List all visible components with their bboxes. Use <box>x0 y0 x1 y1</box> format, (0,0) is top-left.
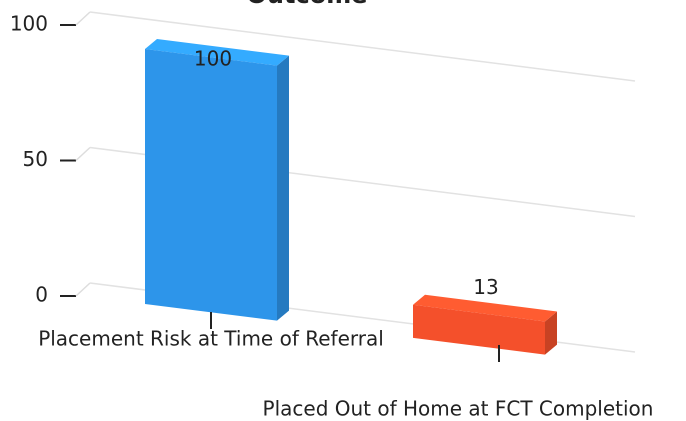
data-label: 100 <box>194 46 232 70</box>
y-tick-label: 0 <box>35 283 48 307</box>
bar-top <box>145 38 289 66</box>
data-label: 13 <box>473 275 498 299</box>
bar-top <box>413 294 557 322</box>
tick-connector <box>75 146 91 162</box>
chart-title: Outcome <box>247 0 368 9</box>
x-tick-label: Placed Out of Home at FCT Completion <box>263 397 654 421</box>
y-tick-label: 50 <box>23 147 48 171</box>
x-tick-label: Placement Risk at Time of Referral <box>38 327 384 351</box>
bar-side <box>545 311 557 355</box>
bar-side <box>277 55 289 321</box>
tick-connector <box>75 282 91 297</box>
grid-line <box>89 11 636 82</box>
y-tick-label: 100 <box>10 12 48 36</box>
bar <box>413 304 545 355</box>
bar <box>145 48 277 321</box>
tick-connector <box>75 11 91 26</box>
